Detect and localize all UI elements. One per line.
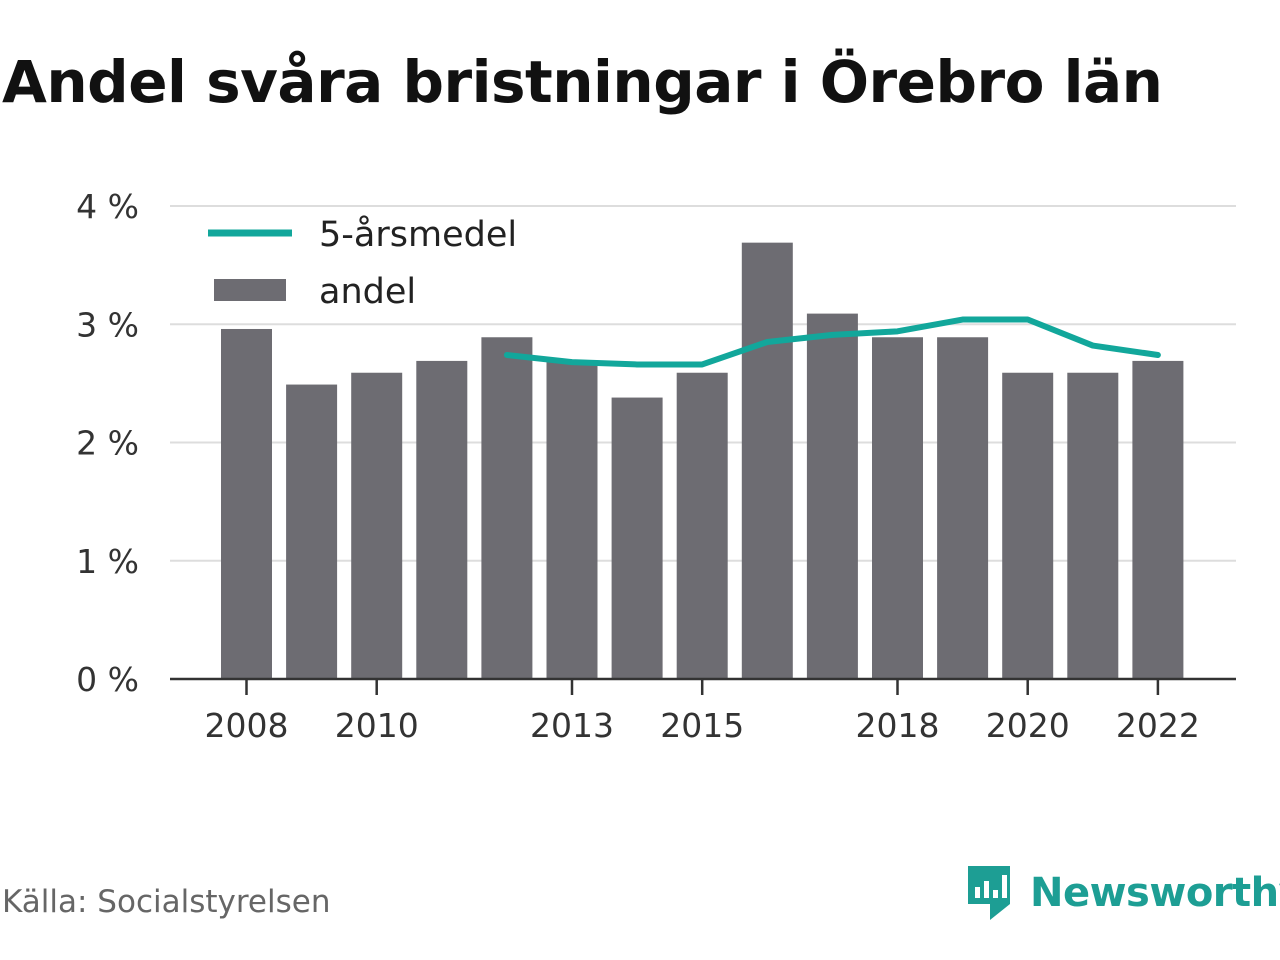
x-tick-label: 2010 (335, 706, 419, 745)
bar (1002, 372, 1054, 679)
x-tick-label: 2018 (856, 706, 940, 745)
x-tick-label: 2013 (530, 706, 614, 745)
line-series (503, 316, 1161, 368)
brand-logo: Newsworthy (964, 862, 1280, 924)
y-tick-label: 0 % (76, 660, 139, 699)
legend-label-bar: andel (319, 272, 416, 312)
source-note: Källa: Socialstyrelsen (2, 884, 331, 920)
y-tick-label: 2 % (76, 424, 139, 463)
y-tick-label: 1 % (76, 542, 139, 581)
bar-series (221, 242, 1184, 679)
x-tick-label: 2022 (1116, 706, 1200, 745)
bar (741, 242, 793, 679)
bar (221, 328, 272, 679)
bar (351, 372, 403, 679)
bar (676, 372, 728, 679)
bar (286, 384, 338, 679)
bar (481, 337, 533, 679)
legend-label-line: 5-årsmedel (319, 214, 517, 255)
x-tick-label: 2015 (660, 706, 744, 745)
y-tick-label: 4 % (76, 187, 139, 226)
bar (937, 337, 989, 679)
bar (546, 360, 598, 679)
line-5arsmedel (503, 316, 1161, 368)
bar (806, 313, 858, 679)
y-tick-label: 3 % (76, 305, 139, 344)
legend: 5-årsmedel andel (208, 214, 517, 312)
x-tick-label: 2020 (986, 706, 1070, 745)
x-axis: 2008 2010 2013 2015 2018 2020 2022 (170, 677, 1236, 745)
legend-swatch-bar (214, 279, 286, 301)
bar (611, 397, 663, 679)
brand-name: Newsworthy (1030, 870, 1280, 916)
chart: 0 % 1 % 2 % 3 % 4 % 2008 2010 2013 2015 2018 2020… (76, 187, 1236, 745)
chart-title: Andel svåra bristningar i Örebro län (2, 48, 1163, 116)
x-tick-label: 2008 (205, 706, 289, 745)
bar (1067, 372, 1119, 679)
bar (872, 337, 923, 679)
newsworthy-logo-icon (968, 866, 1010, 920)
y-axis-ticks: 0 % 1 % 2 % 3 % 4 % (76, 187, 139, 699)
bar (1132, 360, 1184, 679)
bar (416, 360, 468, 679)
